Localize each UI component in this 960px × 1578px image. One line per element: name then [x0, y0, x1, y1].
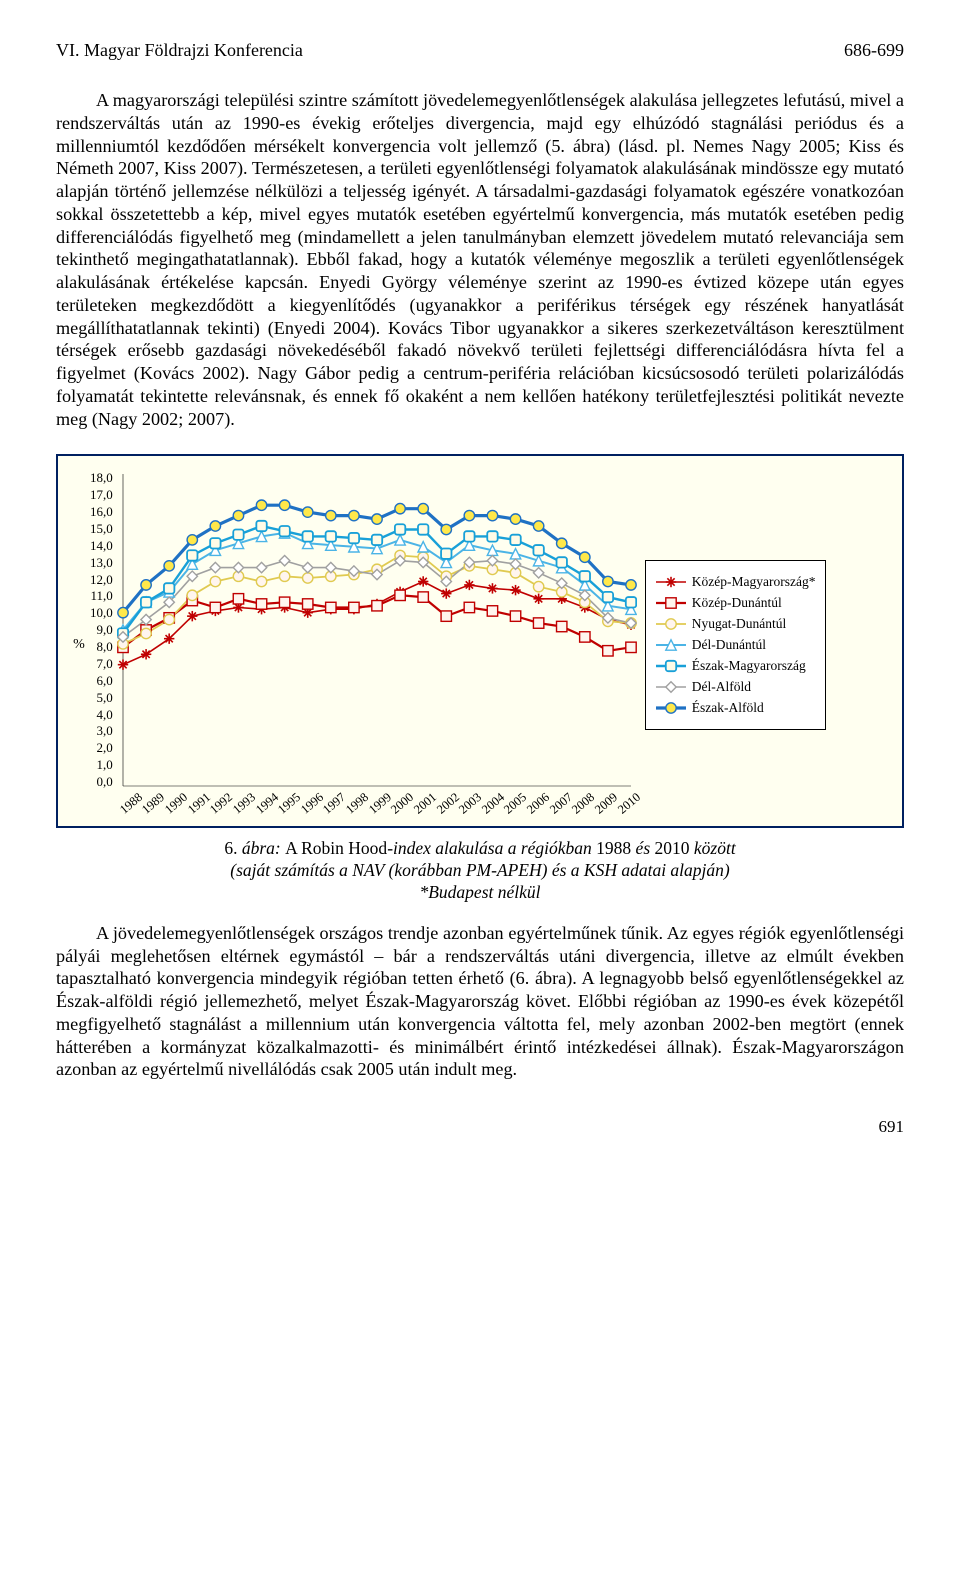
plot-wrap: 1988198919901991199219931994199519961997… — [117, 470, 637, 820]
x-axis-ticks: 1988198919901991199219931994199519961997… — [117, 790, 637, 820]
caption-t1: A Robin Hood — [285, 838, 387, 858]
chart-caption: 6. ábra: A Robin Hood-index alakulása a … — [56, 838, 904, 904]
y-tick-label: 11,0 — [90, 588, 112, 604]
chart-legend: Közép-Magyarország* Közép-Dunántúl Nyugat-… — [645, 560, 827, 730]
page: VI. Magyar Földrajzi Konferencia 686-699… — [0, 0, 960, 1177]
legend-swatch-icon — [656, 596, 686, 610]
chart-frame: % 18,017,016,015,014,013,012,011,010,09,… — [56, 454, 904, 828]
legend-item: Dél-Dunántúl — [656, 637, 816, 653]
paragraph-2: A jövedelemegyenlőtlenségek országos tre… — [56, 922, 904, 1081]
y-tick-label: 4,0 — [97, 707, 113, 723]
legend-item: Nyugat-Dunántúl — [656, 616, 816, 632]
y-tick-label: 8,0 — [97, 639, 113, 655]
y-tick-label: 0,0 — [97, 774, 113, 790]
caption-t4: és — [636, 838, 655, 858]
caption-t6: között — [694, 838, 736, 858]
legend-label: Észak-Magyarország — [692, 658, 806, 674]
caption-source: (saját számítás a NAV (korábban PM-APEH)… — [56, 860, 904, 882]
x-tick-label: 2010 — [615, 792, 650, 828]
y-tick-label: 15,0 — [90, 521, 113, 537]
y-tick-label: 5,0 — [97, 690, 113, 706]
y-axis-label: % — [73, 637, 85, 653]
y-tick-label: 6,0 — [97, 673, 113, 689]
caption-label: ábra: — [242, 838, 285, 858]
header-left: VI. Magyar Földrajzi Konferencia — [56, 40, 303, 61]
caption-t2: -index alakulása a régiókban — [387, 838, 596, 858]
legend-item: Dél-Alföld — [656, 679, 816, 695]
paragraph-1: A magyarországi települési szintre számí… — [56, 89, 904, 430]
y-tick-label: 14,0 — [90, 538, 113, 554]
legend-label: Nyugat-Dunántúl — [692, 616, 786, 632]
legend-swatch-icon — [656, 701, 686, 715]
y-tick-label: 1,0 — [97, 757, 113, 773]
legend-swatch-icon — [656, 638, 686, 652]
y-tick-label: 13,0 — [90, 555, 113, 571]
page-number: 691 — [56, 1117, 904, 1137]
legend-label: Dél-Dunántúl — [692, 637, 766, 653]
caption-note: *Budapest nélkül — [56, 882, 904, 904]
legend-swatch-icon — [656, 680, 686, 694]
legend-swatch-icon — [656, 659, 686, 673]
line-chart — [117, 470, 637, 790]
y-tick-label: 3,0 — [97, 723, 113, 739]
caption-t5: 2010 — [655, 838, 694, 858]
legend-label: Közép-Magyarország* — [692, 574, 816, 590]
legend-swatch-icon — [656, 617, 686, 631]
y-tick-label: 10,0 — [90, 605, 113, 621]
y-axis-ticks: 18,017,016,015,014,013,012,011,010,09,08… — [90, 470, 117, 790]
y-tick-label: 17,0 — [90, 487, 113, 503]
caption-num: 6. — [224, 838, 242, 858]
legend-item: Észak-Magyarország — [656, 658, 816, 674]
y-tick-label: 16,0 — [90, 504, 113, 520]
y-tick-label: 7,0 — [97, 656, 113, 672]
legend-item: Közép-Dunántúl — [656, 595, 816, 611]
caption-t3: 1988 — [596, 838, 635, 858]
legend-label: Észak-Alföld — [692, 700, 764, 716]
y-tick-label: 2,0 — [97, 740, 113, 756]
y-tick-label: 18,0 — [90, 470, 113, 486]
legend-label: Közép-Dunántúl — [692, 595, 782, 611]
legend-label: Dél-Alföld — [692, 679, 751, 695]
header-right: 686-699 — [844, 40, 904, 61]
y-tick-label: 12,0 — [90, 572, 113, 588]
y-axis-label-col: % — [68, 470, 90, 820]
y-tick-label: 9,0 — [97, 622, 113, 638]
legend-swatch-icon — [656, 575, 686, 589]
chart-area: % 18,017,016,015,014,013,012,011,010,09,… — [68, 470, 637, 820]
legend-item: Észak-Alföld — [656, 700, 816, 716]
page-header: VI. Magyar Földrajzi Konferencia 686-699 — [56, 40, 904, 61]
legend-item: Közép-Magyarország* — [656, 574, 816, 590]
